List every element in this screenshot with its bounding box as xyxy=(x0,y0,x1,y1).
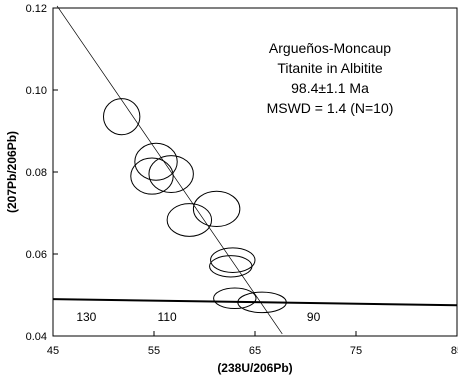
x-tick-label: 85 xyxy=(451,345,458,357)
axis-ticks: 45 55 65 75 85 0.04 0.06 0.08 0.10 0.12 xyxy=(26,3,458,357)
y-tick-label: 0.12 xyxy=(26,3,47,15)
y-tick-label: 0.08 xyxy=(26,167,47,179)
error-ellipse xyxy=(209,255,253,278)
annotation-location: Argueños-Moncaup xyxy=(269,40,391,56)
y-axis-title: (207Pb/206Pb) xyxy=(5,131,19,213)
x-tick-label: 75 xyxy=(350,345,362,357)
x-axis-title: (238U/206Pb) xyxy=(217,361,292,375)
error-ellipse xyxy=(148,155,194,194)
error-ellipse xyxy=(213,287,257,310)
annotation-mswd: MSWD = 1.4 (N=10) xyxy=(267,100,394,116)
error-ellipse xyxy=(166,203,213,237)
error-ellipse xyxy=(134,142,178,181)
x-tick-label: 55 xyxy=(148,345,160,357)
concordia-age-label: 130 xyxy=(76,310,96,324)
x-tick-label: 65 xyxy=(249,345,261,357)
plot-frame xyxy=(52,7,458,337)
annotation-age: 98.4±1.1 Ma xyxy=(291,80,369,96)
concordia-age-labels: 130 110 90 xyxy=(76,310,320,324)
error-ellipse xyxy=(192,190,241,228)
concordia-age-label: 110 xyxy=(158,310,177,324)
y-tick-label: 0.06 xyxy=(26,249,47,261)
y-tick-label: 0.10 xyxy=(26,85,47,97)
x-tick-label: 45 xyxy=(47,345,59,357)
concordia-age-label: 90 xyxy=(307,310,321,324)
annotation-sample: Titanite in Albitite xyxy=(277,60,383,76)
concordia-curve xyxy=(52,298,458,307)
error-ellipse xyxy=(103,98,141,136)
error-ellipse xyxy=(210,247,256,273)
regression-line xyxy=(56,5,283,335)
y-tick-label: 0.04 xyxy=(26,331,47,343)
error-ellipse xyxy=(130,157,174,195)
